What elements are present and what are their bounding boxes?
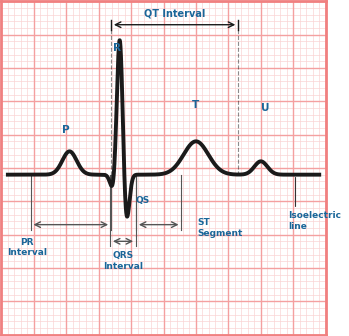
Text: QS: QS [136,196,150,205]
Text: QRS
Interval: QRS Interval [103,251,143,271]
Text: Isoelectric
line: Isoelectric line [288,177,341,231]
Text: ST
Segment: ST Segment [198,218,243,238]
Text: T: T [192,100,200,110]
Text: U: U [261,103,270,113]
Text: QT Interval: QT Interval [144,8,205,18]
Text: P: P [62,125,70,135]
Text: PR
Interval: PR Interval [7,238,47,257]
Text: R: R [113,43,121,53]
